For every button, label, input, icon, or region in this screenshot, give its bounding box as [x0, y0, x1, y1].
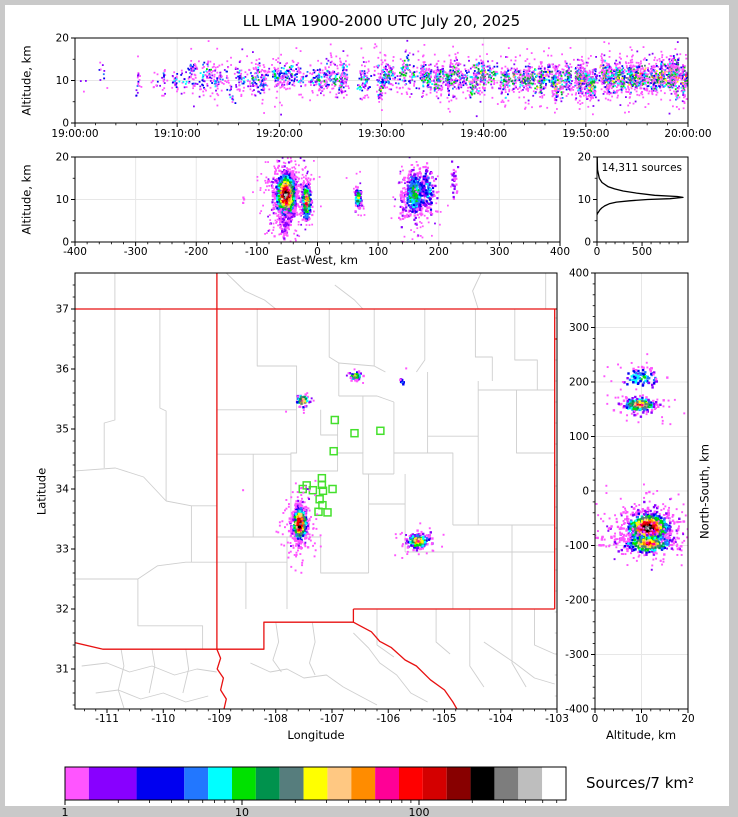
svg-text:19:50:00: 19:50:00	[562, 128, 609, 140]
svg-text:20:00:00: 20:00:00	[664, 128, 711, 140]
time-height-panel	[74, 37, 689, 124]
svg-text:20: 20	[56, 33, 69, 45]
ns-panel-altitude-axis-label: Altitude, km	[605, 728, 677, 742]
svg-text:19:40:00: 19:40:00	[460, 128, 507, 140]
svg-text:0: 0	[62, 118, 69, 130]
svg-text:19:00:00: 19:00:00	[51, 128, 98, 140]
svg-text:10: 10	[56, 75, 69, 87]
map-source-points	[242, 367, 445, 574]
time-height-points	[79, 39, 688, 118]
ew-height-points	[242, 157, 460, 242]
svg-text:19:30:00: 19:30:00	[358, 128, 405, 140]
svg-text:19:10:00: 19:10:00	[154, 128, 201, 140]
lma-station-markers	[298, 415, 385, 517]
colorbar-label: Sources/7 km²	[586, 774, 695, 792]
plan-map-panel	[74, 272, 558, 710]
colorbar-axis: 1 10 100	[62, 800, 558, 817]
height-histogram-panel	[596, 156, 689, 243]
height-histogram-curve	[597, 157, 684, 215]
map-latitude-axis-label: Latitude	[34, 467, 49, 516]
ew-height-panel	[74, 156, 561, 243]
time-height-axes: 19:00:00 19:10:00 19:20:00 19:30:00 19:40:00…	[51, 33, 711, 141]
figure-title: LL LMA 1900-2000 UTC July 20, 2025	[242, 12, 521, 30]
ns-height-points	[595, 353, 688, 571]
histogram-annotation: 14,311 sources	[601, 162, 682, 174]
county-borders	[75, 273, 557, 709]
ns-panel-northsouth-axis-label: North-South, km	[697, 444, 712, 539]
plan-map-axes: -111 -110 -109 -108 -107 -106 -105 -104 -1033132…	[56, 284, 569, 725]
state-borders	[75, 273, 557, 709]
ew-panel-altitude-axis-label: Altitude, km	[19, 164, 34, 235]
map-longitude-axis-label: Longitude	[287, 728, 345, 742]
ns-height-panel	[594, 272, 689, 710]
svg-text:19:20:00: 19:20:00	[256, 128, 303, 140]
colorbar	[64, 766, 567, 801]
ew-panel-x-axis-label: East-West, km	[276, 253, 358, 267]
